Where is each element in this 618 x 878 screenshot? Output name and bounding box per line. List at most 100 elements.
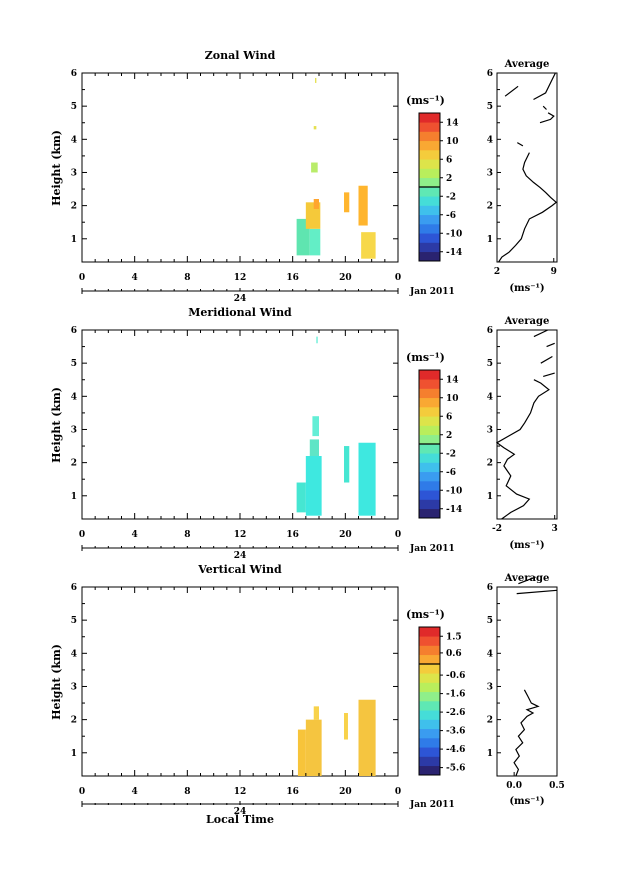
colorbar-segment xyxy=(419,122,440,132)
x-tick-label: 4 xyxy=(132,273,138,283)
colorbar-tick-label: -10 xyxy=(446,229,462,239)
vertical-x-ticks: 0 4 8 12 16 20 0 xyxy=(79,587,401,805)
heatmap-cell-6 xyxy=(358,442,376,516)
colorbar-segment xyxy=(419,673,440,683)
x-tick-label: 16 xyxy=(286,530,299,540)
avg-x-tick-label: 0.0 xyxy=(506,781,522,791)
avg-y-tick-label: 2 xyxy=(487,716,493,726)
vertical-colorbar: 1.5 0.6 -0.6 -1.6 -2.6 -3.6 -4.6 -5.6 xyxy=(418,626,465,776)
x-tick-label: 0 xyxy=(395,530,401,540)
heatmap-cell-0 xyxy=(297,729,306,776)
heatmap-cell-4 xyxy=(358,699,376,776)
colorbar-tick-label: -2.6 xyxy=(446,708,465,718)
heatmap-cell-3 xyxy=(312,416,319,437)
heatmap-cell-1 xyxy=(305,456,322,516)
y-tick-label: 5 xyxy=(71,616,77,626)
meridional-title: Meridional Wind xyxy=(188,306,292,319)
avg-y-tick-label: 5 xyxy=(487,359,493,369)
colorbar-segment xyxy=(419,397,440,408)
colorbar-segment xyxy=(419,379,440,389)
vertical-wind-panel: Vertical Wind 1 12 23 34 45 56 6 0 4 8 12 16 20 0 He… xyxy=(50,563,565,826)
colorbar-tick-label: 2 xyxy=(446,431,452,441)
meridional-date-tick-label: 24 xyxy=(234,551,247,561)
colorbar-segment xyxy=(419,664,440,674)
colorbar-segment xyxy=(419,756,440,767)
average-profile-segment-1 xyxy=(540,355,553,364)
avg-y-tick-label: 6 xyxy=(487,69,493,79)
y-tick-label: 2 xyxy=(71,459,77,469)
avg-y-tick-label: 5 xyxy=(487,616,493,626)
average-profile-segment-3 xyxy=(533,72,556,101)
colorbar-segment xyxy=(419,388,440,399)
meridional-date-label: Jan 2011 xyxy=(409,544,455,554)
average-profile-segment-4 xyxy=(504,85,519,97)
x-tick-label: 16 xyxy=(286,273,299,283)
heatmap-cell-8 xyxy=(358,185,368,226)
heatmap-cell-3 xyxy=(344,713,348,740)
colorbar-tick-label: -2 xyxy=(446,449,456,459)
avg-x-tick-label: 3 xyxy=(552,524,558,534)
y-tick-label: 6 xyxy=(71,583,77,593)
y-tick-label: 6 xyxy=(71,326,77,336)
x-tick-label: 8 xyxy=(184,530,190,540)
colorbar-segment xyxy=(419,242,440,253)
colorbar-segment xyxy=(419,738,440,748)
colorbar-segment xyxy=(419,701,440,711)
y-tick-label: 2 xyxy=(71,716,77,726)
x-tick-label: 0 xyxy=(395,787,401,797)
colorbar-frame xyxy=(418,626,441,776)
colorbar-tick-label: -14 xyxy=(446,505,462,515)
colorbar-segment xyxy=(419,140,440,151)
heatmap-cell-9 xyxy=(361,232,376,259)
avg-y-tick-label: 3 xyxy=(487,168,493,178)
meridional-avg-title: Average xyxy=(504,316,550,327)
y-tick-label: 5 xyxy=(71,359,77,369)
zonal-cells xyxy=(296,77,376,259)
avg-y-tick-label: 2 xyxy=(487,459,493,469)
avg-y-tick-label: 4 xyxy=(487,649,493,659)
zonal-title: Zonal Wind xyxy=(205,49,276,62)
y-tick-label: 3 xyxy=(71,682,77,692)
zonal-avg-frame xyxy=(496,72,558,263)
y-tick-label: 1 xyxy=(71,749,77,759)
colorbar-segment xyxy=(419,251,440,262)
colorbar-segment xyxy=(419,196,440,206)
colorbar-tick-label: 0.6 xyxy=(446,649,462,659)
zonal-x-ticks: 0 4 8 12 16 20 0 xyxy=(79,73,401,291)
colorbar-segment xyxy=(419,113,440,123)
average-profile-segment-2 xyxy=(546,342,555,348)
meridional-x-ticks: 0 4 8 12 16 20 0 xyxy=(79,330,401,548)
avg-y-tick-label: 1 xyxy=(487,492,493,502)
colorbar-tick-label: 2 xyxy=(446,174,452,184)
colorbar-segment xyxy=(419,224,440,234)
average-profile-segment-0 xyxy=(516,142,524,147)
colorbar-segment xyxy=(419,407,440,417)
colorbar-tick-label: -0.6 xyxy=(446,671,465,681)
zonal-ylabel: Height (km) xyxy=(50,130,63,206)
meridional-main-frame xyxy=(81,329,399,520)
heatmap-cell-6 xyxy=(315,77,317,83)
colorbar-tick-label: 14 xyxy=(446,375,459,385)
avg-y-tick-label: 4 xyxy=(487,392,493,402)
colorbar-segment xyxy=(419,719,440,730)
colorbar-tick-label: 6 xyxy=(446,155,452,165)
x-tick-label: 0 xyxy=(395,273,401,283)
colorbar-segment xyxy=(419,425,440,436)
y-tick-label: 5 xyxy=(71,102,77,112)
colorbar-segment xyxy=(419,150,440,160)
average-profile-segment-1 xyxy=(518,576,536,585)
x-tick-label: 20 xyxy=(339,787,352,797)
colorbar-segment xyxy=(419,471,440,482)
xlabel-local-time: Local Time xyxy=(206,813,274,826)
avg-y-tick-label: 3 xyxy=(487,425,493,435)
colorbar-tick-label: -6 xyxy=(446,211,456,221)
heatmap-cell-1 xyxy=(309,228,321,256)
avg-y-tick-label: 2 xyxy=(487,202,493,212)
average-profile-segment-0 xyxy=(516,589,558,595)
colorbar-tick-label: -6 xyxy=(446,468,456,478)
colorbar-segment xyxy=(419,508,440,519)
avg-x-tick-label: 2 xyxy=(494,267,500,277)
colorbar-segment xyxy=(419,462,440,473)
